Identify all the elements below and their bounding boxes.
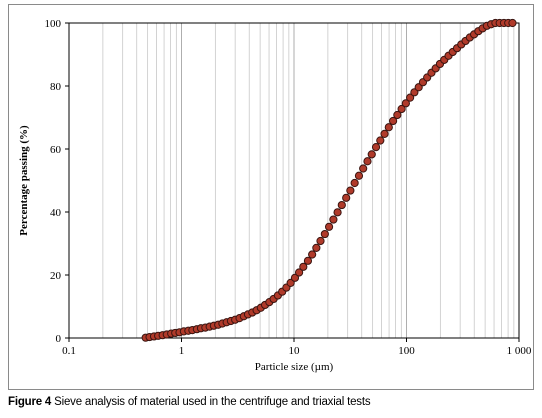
data-point [320,229,329,239]
data-point [324,222,334,231]
data-point [371,143,381,152]
data-point [359,164,368,173]
data-point [406,93,415,102]
data-point [388,116,398,126]
caption-text: Sieve analysis of material used in the c… [51,396,371,408]
data-point [290,273,300,282]
axis-ticks: 0.1 1 10 100 1 000 0 20 40 60 80 100 [45,18,532,357]
y-tick-label: 60 [50,144,62,156]
y-tick-label: 80 [50,81,62,93]
y-tick-label: 20 [50,270,62,282]
data-point [384,123,393,132]
data-point [354,171,364,180]
x-tick-label: 0.1 [62,345,76,357]
data-point [401,99,410,108]
data-point [308,250,317,259]
x-tick-label: 1 [179,345,185,357]
figure-caption: Figure 4 Sieve analysis of material used… [8,396,538,408]
data-point [363,157,372,166]
chart-frame: 0.1 1 10 100 1 000 0 20 40 60 80 100 Particle size… [8,4,534,390]
chart-svg: 0.1 1 10 100 1 000 0 20 40 60 80 100 Particle size… [18,18,532,373]
data-point [337,200,346,210]
data-point [329,215,338,224]
data-point [508,18,517,28]
data-point [376,136,385,145]
data-point [333,208,342,217]
data-point [316,236,325,246]
y-tick-label: 40 [50,207,62,219]
data-point [294,268,304,277]
y-tick-label: 0 [56,333,62,345]
data-point [342,193,351,202]
y-tick-label: 100 [45,18,62,30]
data-point [397,104,406,114]
y-axis-label: Percentage passing (%) [18,125,30,236]
data-point [346,186,355,195]
data-point [393,110,402,120]
data-point [380,129,389,138]
data-point [303,256,313,265]
x-tick-label: 1 000 [507,345,532,357]
x-axis-label: Particle size (µm) [255,361,334,373]
data-point [350,178,359,188]
grid-lines [68,23,520,338]
data-point [367,150,376,159]
data-point [299,262,308,271]
data-markers [141,18,517,342]
caption-label: Figure 4 [8,396,52,408]
data-point [312,243,321,253]
x-tick-label: 100 [398,345,415,357]
x-tick-label: 10 [289,345,301,357]
